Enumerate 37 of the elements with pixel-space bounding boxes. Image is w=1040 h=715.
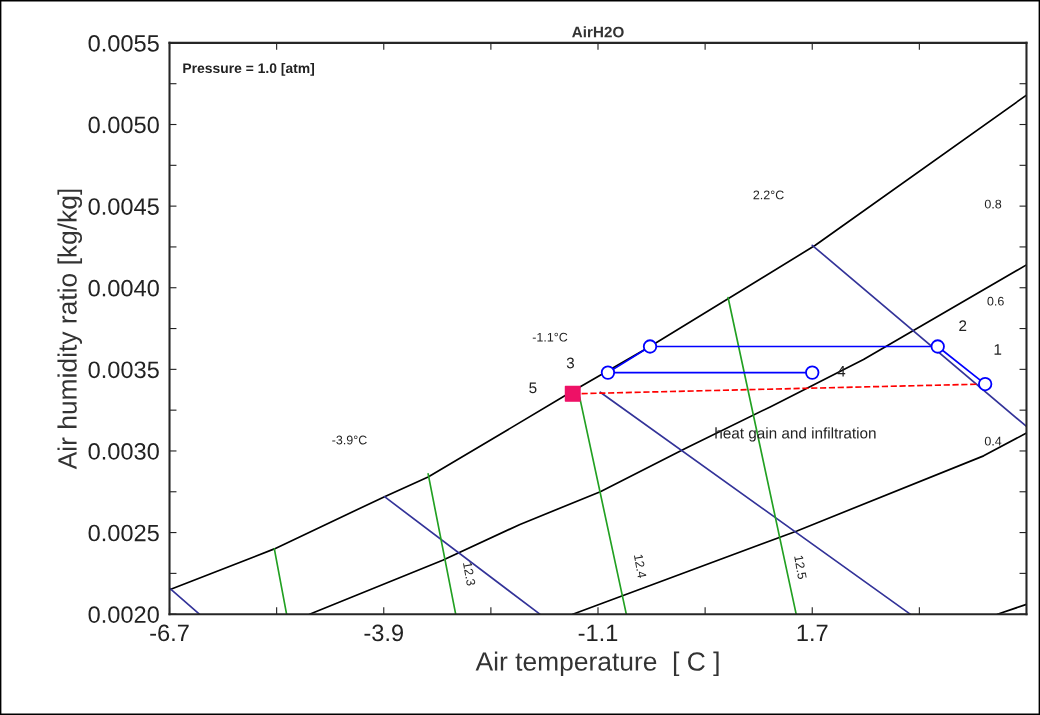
y-tick-label: 0.0045 [88, 198, 159, 215]
point [564, 385, 581, 402]
point [805, 365, 820, 380]
annotation: Pressure = 1.0 [atm] [183, 62, 314, 76]
annotation: 5 [529, 382, 537, 394]
x-tick-label: -6.7 [150, 624, 189, 642]
x-tick-label: -1.1 [578, 624, 618, 642]
y-tick-label: 0.0025 [88, 524, 159, 542]
annotation: -1.1°C [532, 332, 568, 342]
x-axis-title: Air temperature [ C ] [475, 651, 719, 677]
point [600, 365, 616, 380]
annotation: 2.2°C [753, 190, 784, 200]
annotation: 0.6 [987, 296, 1004, 306]
line-series [169, 94, 1027, 591]
chart-title: AirH2O [572, 26, 624, 38]
y-tick-label: 0.0050 [88, 116, 159, 134]
y-axis-title: Air humidity ratio [kg/kg] [57, 189, 83, 470]
point [930, 339, 945, 354]
annotation: 1 [994, 344, 1002, 355]
annotation: 3 [566, 357, 575, 369]
point [642, 339, 658, 354]
annotation: 12.5 [794, 555, 807, 580]
y-tick-label: 0.0040 [88, 279, 159, 297]
line-series [308, 264, 1027, 615]
annotation: 12.3 [462, 561, 476, 586]
x-tick-label: 1.7 [797, 624, 828, 642]
x-tick-label: -3.9 [364, 624, 403, 642]
annotation: 2 [959, 320, 967, 331]
annotation: 0.4 [984, 436, 1002, 446]
annotation: 0.8 [984, 199, 1002, 209]
y-tick-label: 0.0035 [88, 361, 159, 379]
annotation: 12.4 [634, 554, 647, 579]
y-tick-label: 0.0020 [88, 606, 159, 623]
y-tick-label: 0.0030 [88, 443, 159, 460]
point [978, 376, 993, 392]
annotation: -3.9°C [332, 435, 367, 445]
y-tick-label: 0.0055 [88, 34, 159, 52]
